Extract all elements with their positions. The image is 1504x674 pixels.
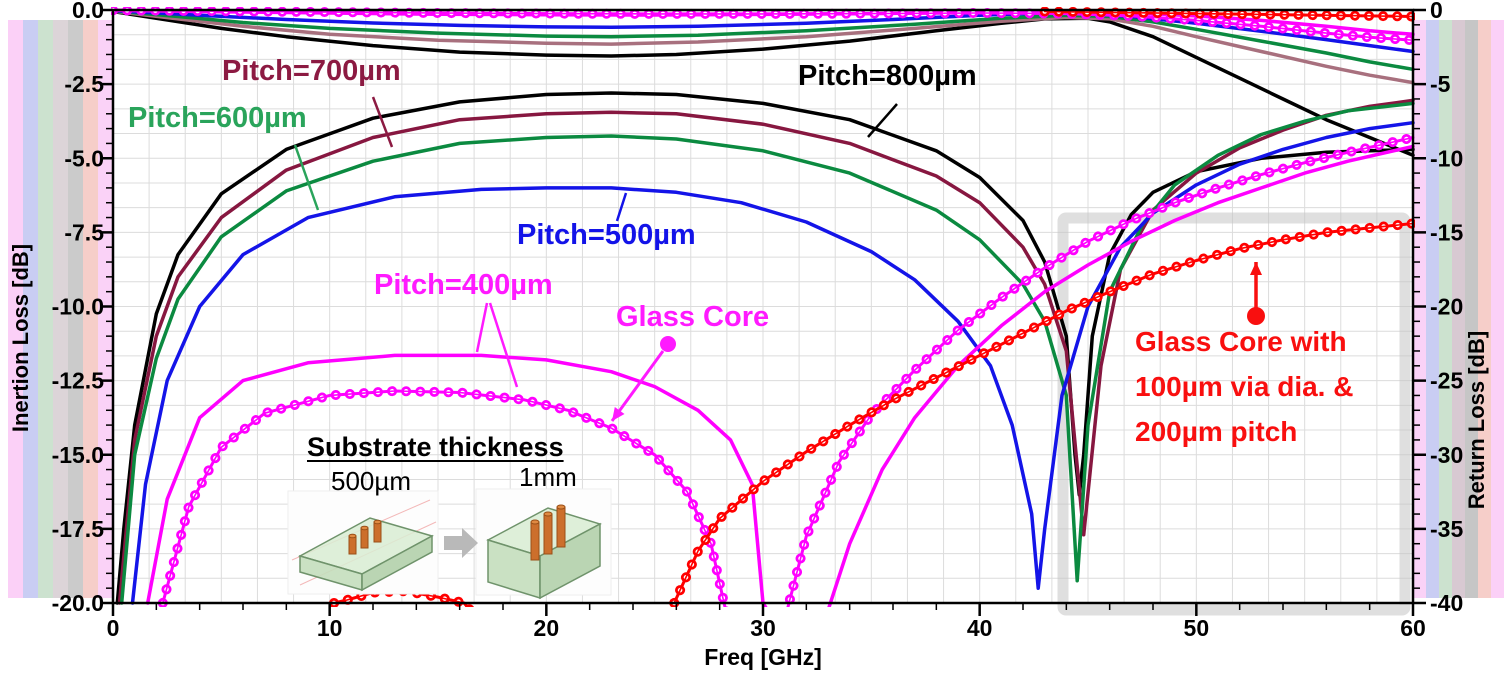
axis-ticks	[100, 8, 1426, 616]
note-glass-200-line3: 200µm pitch	[1135, 416, 1298, 447]
series-curve	[117, 98, 1415, 605]
label-pitch-500: Pitch=500µm	[517, 219, 696, 251]
tick-label: 50	[1184, 615, 1210, 641]
inset-right-vias	[530, 504, 566, 561]
series-curve	[673, 222, 1414, 604]
color-stripe	[53, 20, 68, 598]
tick-label: 0.0	[72, 0, 104, 23]
color-stripe	[1439, 20, 1452, 598]
color-stripe	[1426, 20, 1439, 598]
tick-label: 60	[1400, 615, 1426, 641]
series-curve	[111, 8, 1415, 54]
tick-label: -10.0	[52, 294, 104, 320]
series-curve	[162, 136, 1414, 607]
tick-label: -30	[1430, 442, 1463, 468]
tick-label: 30	[750, 615, 776, 641]
note-glass-200-line1: Glass Core with	[1135, 326, 1347, 357]
leader-line	[293, 144, 320, 211]
tick-label: -40	[1430, 590, 1463, 616]
arrowhead-icon	[612, 407, 625, 421]
label-pitch-800: Pitch=800µm	[798, 60, 977, 92]
inset-right-substrate	[486, 504, 602, 600]
series-curve	[111, 9, 1415, 158]
label-pitch-400: Pitch=400µm	[374, 269, 553, 301]
color-stripe	[1465, 20, 1478, 598]
tick-label: -25	[1430, 368, 1463, 394]
inset-title: Substrate thickness	[307, 432, 564, 462]
series-curve	[119, 101, 1415, 605]
series-curve	[145, 144, 1415, 607]
leader-line	[371, 96, 394, 148]
inset-left-substrate	[298, 517, 434, 592]
tick-label: 0	[107, 615, 120, 641]
tick-label: -5	[1430, 71, 1451, 97]
color-stripe	[8, 20, 23, 598]
label-glass-core: Glass Core	[616, 301, 770, 333]
note-glass-200-line2: 100µm via dia. &	[1135, 371, 1354, 402]
color-stripe	[23, 20, 38, 598]
series-curve	[111, 9, 1415, 72]
series-curve	[111, 9, 1415, 85]
leader-dot	[660, 336, 676, 352]
inset-left-vias	[348, 519, 382, 555]
tick-label: -2.5	[64, 71, 104, 97]
arrowhead-icon	[1250, 262, 1262, 275]
tick-label: -7.5	[64, 219, 104, 245]
color-stripe	[38, 20, 53, 598]
axis-tick-labels: 0 10 20 30 40 50 60 0.0 -2.5 -5.0 -7.5 -10.0 -12.5 -1…	[52, 0, 1464, 641]
tick-label: -12.5	[52, 368, 105, 394]
color-stripe	[1491, 20, 1504, 598]
tick-label: -20.0	[52, 590, 104, 616]
arrow-right-icon	[444, 528, 478, 558]
tick-label: -15	[1430, 219, 1463, 245]
tick-label: -10	[1430, 145, 1463, 171]
leader-line	[615, 192, 628, 222]
color-stripe	[68, 20, 83, 598]
inset-right-label: 1mm	[519, 462, 577, 492]
data-curves	[111, 7, 1415, 607]
color-stripe	[1452, 20, 1465, 598]
tick-label: -5.0	[64, 145, 104, 171]
color-stripe	[83, 20, 98, 598]
x-axis-title: Freq [GHz]	[704, 644, 822, 670]
inset-left-label: 500µm	[331, 466, 412, 496]
tick-label: -15.0	[52, 442, 104, 468]
leader-line	[475, 302, 489, 353]
tick-label: 40	[967, 615, 993, 641]
tick-label: 0	[1430, 0, 1443, 23]
tick-label: 20	[534, 615, 560, 641]
series-curve	[115, 91, 1415, 605]
series-curve	[130, 120, 1415, 605]
leader-line	[867, 103, 898, 138]
inset-3d-models	[287, 488, 612, 600]
series-curve	[112, 9, 1414, 41]
annotation-leader-lines	[293, 96, 1265, 422]
tick-label: 10	[317, 615, 343, 641]
series-curve	[329, 586, 475, 607]
leader-dot	[1247, 307, 1265, 325]
tick-label: -20	[1430, 294, 1463, 320]
tick-label: -17.5	[52, 516, 105, 542]
leader-line	[610, 350, 665, 422]
leader-line	[488, 302, 519, 388]
series-curve	[1043, 10, 1414, 18]
label-pitch-600: Pitch=600µm	[128, 102, 307, 134]
label-pitch-700: Pitch=700µm	[222, 55, 401, 87]
color-stripe	[1478, 20, 1491, 598]
highlight-box	[1057, 212, 1411, 616]
tick-label: -35	[1430, 516, 1463, 542]
